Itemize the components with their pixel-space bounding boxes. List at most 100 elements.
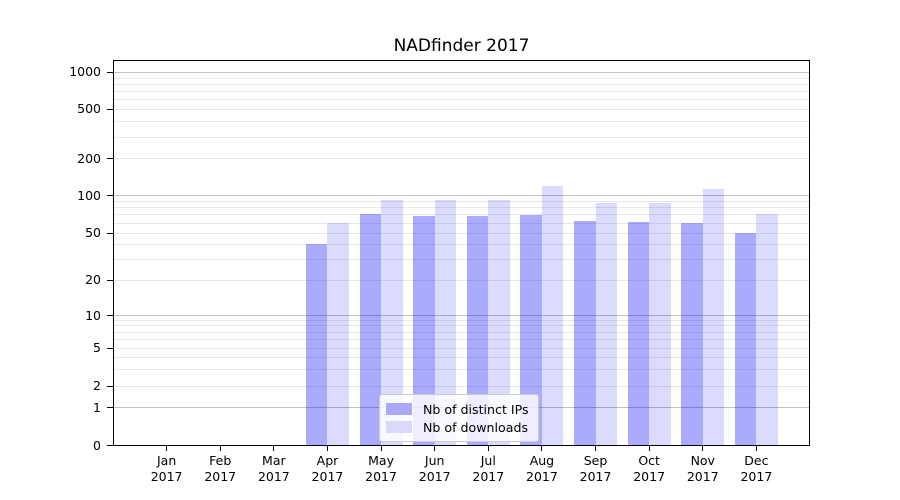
bar-distinct-ips — [574, 220, 596, 446]
y-tick-label: 200 — [77, 150, 101, 166]
x-tick-mark — [273, 445, 275, 451]
x-tick-label-year: 2017 — [311, 469, 344, 484]
x-tick-label-year: 2017 — [365, 469, 397, 484]
y-tick-label: 10 — [85, 307, 101, 323]
y-tick-label: 1 — [93, 399, 101, 415]
gridline-minor — [113, 214, 810, 216]
x-tick-mark — [702, 445, 704, 451]
gridline-minor — [113, 207, 810, 209]
gridline-minor — [113, 222, 810, 224]
x-tick-label: Apr 2017 — [291, 453, 363, 486]
x-tick-label: May 2017 — [345, 453, 417, 486]
gridline-minor — [113, 319, 810, 321]
gridline-minor — [113, 99, 810, 101]
y-tick-label: 0 — [93, 437, 101, 453]
gridline-minor — [113, 325, 810, 327]
x-tick-label-month: Nov — [690, 452, 715, 468]
gridline-minor — [113, 200, 810, 202]
gridline-major — [113, 315, 810, 316]
y-tick-mark — [107, 315, 113, 316]
x-tick-label-year: 2017 — [472, 469, 505, 484]
x-tick-mark — [219, 445, 221, 451]
y-tick-mark — [107, 108, 113, 110]
x-tick-label-month: Sep — [583, 452, 608, 468]
x-tick-mark — [595, 445, 597, 451]
y-tick-label: 100 — [77, 187, 101, 203]
bar-downloads — [488, 199, 510, 446]
x-tick-label: Jul 2017 — [452, 453, 524, 486]
x-tick-mark — [326, 445, 328, 451]
x-tick-label-year: 2017 — [579, 469, 612, 484]
gridline-minor — [113, 368, 810, 370]
y-tick-mark — [107, 232, 113, 234]
x-tick-label-month: Jan — [156, 452, 177, 468]
bar-distinct-ips — [520, 214, 542, 446]
x-tick-label-year: 2017 — [418, 469, 451, 484]
gridline-minor — [113, 331, 810, 333]
y-tick-label: 5 — [93, 340, 101, 355]
x-tick-label: Aug 2017 — [506, 453, 578, 486]
x-tick-label: Nov 2017 — [667, 453, 739, 486]
gridline-minor — [113, 77, 810, 79]
bar-downloads — [702, 188, 725, 446]
gridline-major — [113, 195, 810, 197]
x-tick-mark — [648, 445, 650, 451]
x-tick-mark — [487, 445, 489, 451]
bar-distinct-ips — [734, 233, 757, 446]
gridline-major — [113, 71, 810, 73]
y-tick-mark — [107, 347, 113, 349]
x-tick-label-month: Apr — [316, 452, 339, 468]
x-tick-label: Feb 2017 — [184, 453, 256, 486]
legend: Nb of distinct IPs Nb of downloads — [379, 394, 539, 442]
gridline-minor — [113, 258, 810, 260]
gridline-minor — [113, 83, 810, 85]
x-tick-label-month: Feb — [209, 452, 232, 468]
y-tick-mark — [107, 385, 113, 387]
bar-distinct-ips — [681, 223, 703, 446]
y-tick-mark — [107, 158, 113, 160]
gridline-minor — [113, 347, 810, 349]
x-tick-label-year: 2017 — [686, 469, 719, 484]
x-tick-mark — [434, 445, 436, 451]
y-tick-label: 2 — [93, 378, 101, 394]
x-tick-label-month: May — [368, 452, 394, 468]
legend-label-distinct-ips: Nb of distinct IPs — [423, 401, 529, 417]
x-tick-label-month: Oct — [638, 452, 660, 468]
bar-distinct-ips — [466, 216, 489, 446]
gridline-minor — [113, 91, 810, 93]
bar-downloads — [649, 203, 671, 446]
y-tick-label: 500 — [77, 101, 101, 117]
legend-swatch-distinct-ips — [386, 403, 412, 415]
x-tick-mark — [380, 445, 382, 451]
legend-item-downloads: Nb of downloads — [386, 418, 529, 436]
y-tick-label: 20 — [85, 272, 101, 287]
bar-downloads — [595, 202, 617, 446]
y-tick-label: 50 — [85, 225, 101, 240]
gridline-minor — [113, 385, 810, 387]
bar-distinct-ips — [413, 216, 435, 446]
x-tick-label: Jan 2017 — [131, 453, 203, 486]
x-tick-label-month: Jul — [480, 452, 496, 468]
bar-downloads — [327, 223, 349, 446]
x-tick-label-year: 2017 — [526, 469, 558, 484]
x-tick-label: Oct 2017 — [613, 453, 685, 486]
bar-downloads — [756, 214, 778, 446]
legend-swatch-downloads — [386, 421, 412, 433]
legend-label-downloads: Nb of downloads — [423, 419, 529, 435]
chart-title: NADfinder 2017 — [393, 36, 530, 56]
bar-distinct-ips — [359, 214, 382, 446]
x-tick-label: Mar 2017 — [238, 453, 310, 486]
y-tick-mark — [107, 195, 113, 197]
x-tick-label-year: 2017 — [257, 469, 290, 484]
gridline-minor — [113, 338, 810, 340]
gridline-minor — [113, 158, 810, 160]
x-tick-mark — [755, 445, 757, 451]
x-tick-label-month: Dec — [744, 452, 769, 468]
gridline-minor — [113, 108, 810, 110]
gridline-minor — [113, 243, 810, 245]
x-tick-label-month: Mar — [262, 452, 286, 468]
x-tick-label: Dec 2017 — [720, 453, 792, 486]
x-tick-mark — [166, 445, 168, 451]
x-tick-label-year: 2017 — [150, 469, 183, 484]
